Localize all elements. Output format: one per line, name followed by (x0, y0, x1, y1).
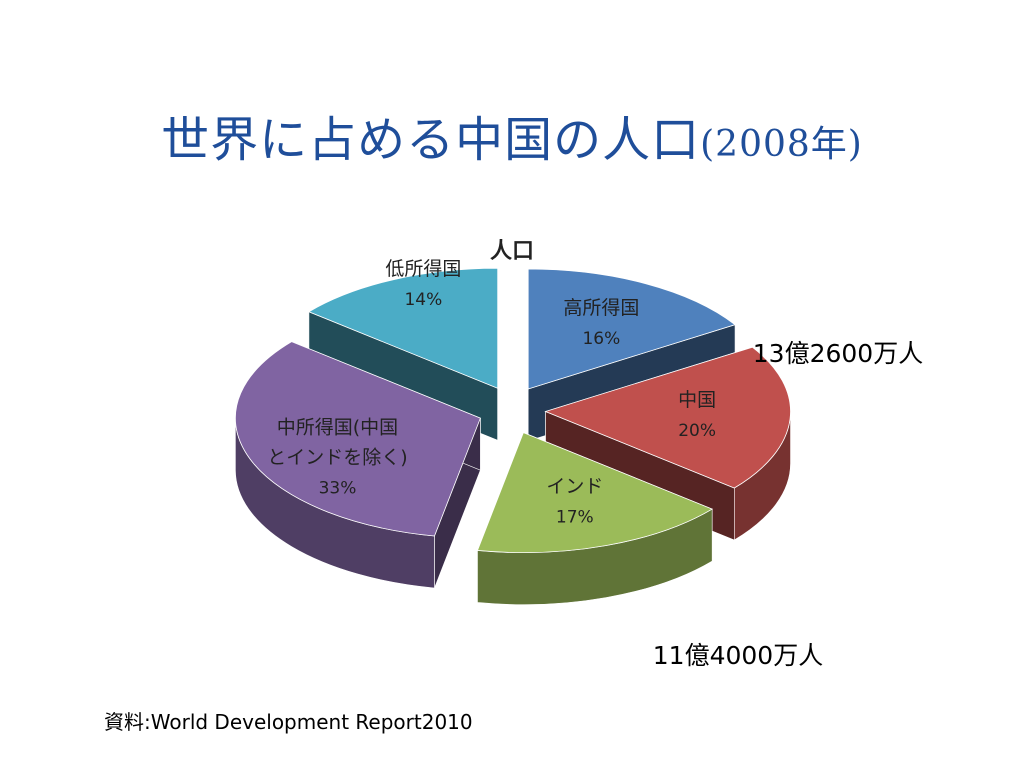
slice-label: 低所得国 14% (385, 258, 461, 310)
slice-percent-label: 14% (404, 290, 442, 310)
population-callout: 13億2600万人 (753, 339, 923, 368)
slice-name-label: インド (546, 476, 603, 498)
slice-label: 高所得国 16% (563, 297, 639, 349)
slice-percent-label: 17% (556, 508, 594, 528)
source-text: World Development Report2010 (150, 710, 473, 734)
slide-title-main: 世界に占める中国の人口 (161, 112, 701, 168)
slide-title-year: (2008年) (700, 124, 863, 165)
slice-percent-label: 20% (678, 421, 716, 441)
slice-percent-label: 16% (582, 329, 620, 349)
slice-label: インド 17% (546, 476, 603, 528)
population-callout: 11億4000万人 (653, 641, 823, 670)
slice-name-label: 高所得国 (563, 297, 639, 319)
pie-slice (476, 432, 714, 605)
slide-title: 世界に占める中国の人口(2008年) (0, 100, 1024, 170)
slice-name-label: とインドを除く) (267, 446, 407, 468)
pie-slice (234, 341, 481, 589)
slice-label: 中国 20% (678, 389, 716, 441)
source-separator: : (144, 710, 151, 734)
slice-name-label: 中国 (678, 389, 716, 411)
slice-percent-label: 33% (319, 478, 357, 498)
source-note: 資料:World Development Report2010 (104, 706, 473, 735)
slice-name-label: 低所得国 (385, 258, 461, 280)
source-prefix: 資料 (104, 710, 144, 734)
chart-title: 人口 (490, 239, 534, 264)
slice-name-label: 中所得国(中国 (277, 416, 398, 438)
